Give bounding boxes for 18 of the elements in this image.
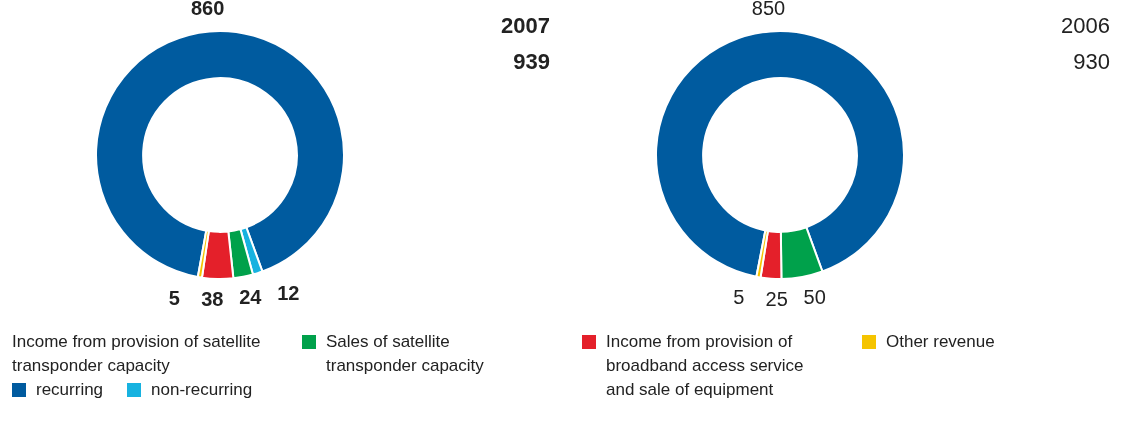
text: 2007 [501, 12, 550, 40]
legend-label: non-recurring [151, 379, 253, 401]
data-label: 38 [201, 288, 224, 311]
data-label: 25 [765, 288, 788, 311]
data-label: 860 [190, 0, 225, 20]
data-label: 5 [733, 286, 745, 309]
text: 930 [1072, 48, 1110, 76]
data-label: 12 [277, 281, 300, 304]
data-label: 50 [803, 286, 826, 309]
legend-label: Other revenue [886, 331, 995, 353]
text: 2006 [1061, 12, 1110, 40]
data-label: 850 [751, 0, 786, 19]
legend-label: Sales of satellite transponder capacity [326, 331, 485, 377]
text: 939 [512, 48, 550, 76]
data-label: 24 [239, 285, 263, 308]
legend-label: recurring [36, 379, 104, 401]
legend-label: Income from provision of broadband access service and sale of equipment [606, 331, 805, 401]
data-label: 5 [168, 286, 180, 309]
